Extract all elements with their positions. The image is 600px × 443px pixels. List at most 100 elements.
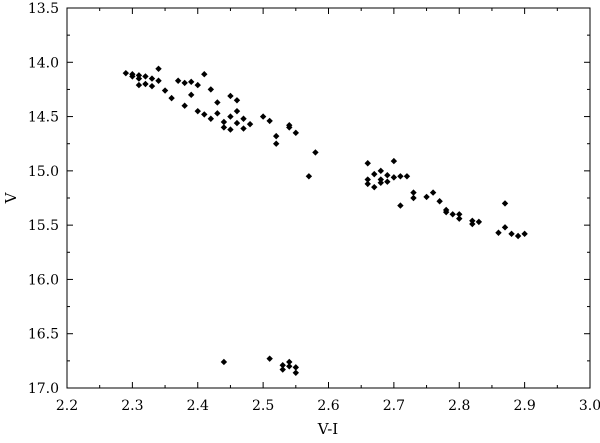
data-point [449,211,456,218]
data-point [384,178,391,185]
data-point [174,77,182,84]
data-point [188,91,195,99]
data-point [410,189,417,196]
data-point [227,126,234,133]
data-point [233,97,241,104]
data-point [227,92,234,100]
x-axis-label: V-I [317,420,339,438]
x-tick-label: 2.2 [56,398,78,414]
axis-ticks [66,7,591,389]
data-point [286,363,293,370]
data-points [122,65,528,376]
data-point [161,87,169,94]
data-point [377,176,384,183]
x-tick-label: 2.3 [121,398,143,414]
data-point [475,218,483,226]
data-point [148,75,156,82]
data-point [233,107,241,115]
data-point [469,220,476,228]
data-point [397,202,404,209]
data-point [521,230,528,238]
data-point [194,81,201,89]
data-point [240,125,247,132]
data-point [207,86,215,93]
data-point [142,73,149,80]
tick-labels: 2.2 2.3 2.4 2.5 2.6 2.7 2.8 2.9 3.0 13.5 14.0 14.5 1… [28,1,600,414]
data-point [135,72,143,79]
data-point [469,217,476,224]
data-point [377,167,384,175]
data-point [384,172,391,179]
data-point [292,364,300,371]
y-tick-label: 16.0 [28,272,59,288]
data-point [390,157,398,165]
data-point [390,174,398,181]
y-axis-label: V [2,191,20,204]
x-tick-label: 2.5 [252,398,274,414]
plot-frame [66,7,591,389]
data-point [233,119,241,127]
data-point [364,176,371,183]
data-point [214,110,221,117]
data-point [364,160,371,167]
x-tick-label: 2.4 [187,398,209,414]
data-point [279,366,286,373]
data-point [155,65,162,72]
data-point [201,71,208,78]
data-point [501,224,509,231]
data-point [207,115,215,122]
data-point [403,173,411,180]
data-point [266,355,273,362]
data-point [371,170,378,178]
data-point [220,358,228,366]
x-tick-label: 2.6 [317,398,339,414]
data-point [305,173,313,180]
data-point [410,194,417,202]
data-point [194,107,201,115]
data-point [201,111,208,118]
y-tick-label: 17.0 [28,381,59,397]
data-point [397,173,404,180]
data-point [501,200,509,207]
data-point [142,80,149,88]
data-point [377,179,384,186]
y-tick-label: 14.5 [28,110,59,126]
data-point [240,115,247,122]
x-tick-label: 2.7 [383,398,405,414]
data-point [514,232,522,240]
data-point [135,81,143,89]
data-point [312,149,319,156]
x-tick-label: 2.9 [513,398,535,414]
data-point [155,77,162,84]
y-tick-label: 15.5 [28,218,59,234]
data-point [429,189,437,196]
data-point [227,113,234,120]
data-point [220,124,228,131]
data-point [495,229,502,236]
y-tick-label: 13.5 [28,1,59,17]
data-point [181,79,188,87]
data-point [273,132,280,140]
data-point [246,120,254,128]
data-point [273,140,280,147]
data-point [286,124,293,131]
y-tick-label: 14.0 [28,55,59,71]
data-point [266,117,273,125]
data-point [188,78,195,86]
data-point [214,99,221,106]
data-point [442,208,450,216]
data-point [135,75,143,82]
data-point [456,215,463,222]
data-point [259,113,267,120]
x-tick-label: 3.0 [579,398,600,414]
data-point [220,118,228,126]
data-point [129,73,136,80]
data-point [279,362,286,369]
data-point [436,198,443,205]
data-point [286,358,293,366]
data-point [508,230,515,238]
y-tick-label: 16.5 [28,327,59,343]
data-point [148,82,156,90]
data-point [181,102,188,109]
